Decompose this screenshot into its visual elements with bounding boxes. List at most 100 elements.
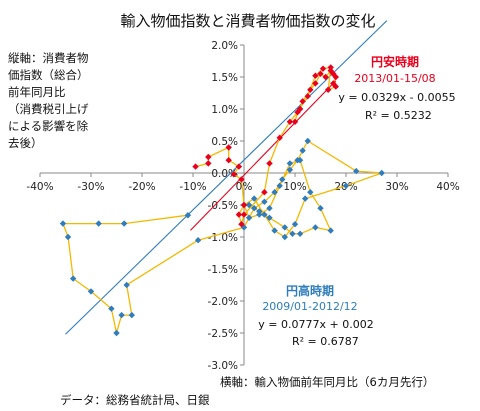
- data-point: [266, 214, 273, 221]
- data-point: [304, 137, 311, 145]
- data-point: [296, 230, 304, 237]
- data-point: [120, 220, 128, 227]
- y-label-line-1: 縦軸：消費者物: [8, 51, 89, 65]
- data-point: [281, 233, 288, 241]
- data-point: [312, 80, 319, 87]
- blue-annotation: 円高時期 2009/01-2012/12 y = 0.0777x + 0.002…: [258, 283, 373, 348]
- data-point: [261, 198, 268, 205]
- trendlines: [65, 20, 388, 335]
- data-point: [87, 288, 95, 295]
- data-point: [123, 281, 130, 289]
- data-point: [256, 208, 263, 215]
- data-point: [194, 237, 202, 244]
- red-r2: R² = 0.5232: [365, 109, 432, 122]
- data-point: [251, 205, 258, 212]
- data-point: [261, 211, 268, 218]
- data-point: [238, 221, 245, 228]
- trendline-blue: [65, 20, 388, 335]
- data-point: [378, 169, 385, 177]
- blue-series-period: 2009/01-2012/12: [262, 300, 357, 313]
- data-point: [307, 189, 314, 196]
- data-point: [271, 227, 278, 234]
- source-note: データ：総務省統計局、日銀: [60, 393, 210, 407]
- data-point: [113, 329, 120, 337]
- blue-series-name: 円高時期: [286, 283, 334, 298]
- data-points: [59, 64, 385, 337]
- data-point: [332, 73, 339, 81]
- red-series-period: 2013/01-15/08: [354, 72, 435, 85]
- x-tick-label: -30%: [77, 181, 104, 193]
- data-point: [289, 230, 296, 237]
- data-point: [95, 220, 102, 227]
- data-point: [302, 195, 309, 202]
- data-point: [271, 189, 278, 196]
- y-tick-label: 0.5%: [211, 136, 238, 148]
- data-point: [304, 93, 311, 100]
- data-point: [299, 98, 306, 105]
- path-line: [195, 66, 337, 225]
- y-tick-label: 0.0%: [211, 168, 238, 180]
- y-tick-label: -0.5%: [208, 200, 238, 212]
- y-label-line-4: （消費税引上げ: [8, 102, 89, 116]
- data-point: [296, 157, 304, 164]
- blue-r2: R² = 0.6787: [292, 335, 359, 348]
- data-point: [317, 70, 324, 77]
- data-point: [327, 227, 334, 234]
- x-tick-label: -20%: [128, 181, 155, 193]
- data-point: [69, 275, 77, 282]
- y-tick-label: 1.0%: [211, 104, 238, 116]
- data-point: [317, 205, 324, 212]
- y-label-line-6: 去後）: [8, 136, 43, 150]
- y-tick-label: -3.0%: [208, 360, 238, 372]
- data-point: [245, 214, 253, 221]
- data-point: [353, 167, 360, 175]
- y-label-line-3: 前年同月比: [8, 85, 66, 99]
- x-tick-label: -10%: [179, 181, 206, 193]
- data-point: [294, 109, 301, 116]
- data-point: [64, 233, 72, 241]
- data-point: [286, 118, 294, 125]
- data-point: [332, 83, 339, 90]
- data-point: [312, 224, 319, 231]
- data-point: [266, 160, 273, 167]
- x-tick-label: 10%: [283, 181, 306, 193]
- data-point: [235, 163, 243, 170]
- data-point: [230, 171, 237, 178]
- chart-title: 輸入物価指数と消費者物価指数の変化: [120, 12, 375, 30]
- data-point: [240, 211, 248, 218]
- data-point: [184, 212, 192, 219]
- y-tick-label: -2.0%: [208, 296, 238, 308]
- y-tick-label: -1.5%: [208, 264, 238, 276]
- y-axis-label: 縦軸：消費者物 価指数（総合） 前年同月比 （消費税引上げ による影響を除 去後…: [8, 51, 89, 150]
- data-point: [118, 311, 125, 319]
- red-equation: y = 0.0329x - 0.0055: [338, 91, 455, 104]
- data-point: [291, 118, 299, 125]
- y-tick-label: 1.5%: [211, 72, 238, 84]
- x-axis-label: 横軸：輸入物価前年同月比（6カ月先行）: [220, 375, 434, 389]
- data-point: [299, 147, 306, 154]
- data-point: [324, 86, 332, 93]
- x-tick-label: -40%: [26, 181, 53, 193]
- y-tick-label: 2.0%: [211, 40, 238, 52]
- data-point: [238, 176, 245, 183]
- red-annotation: 円安時期 2013/01-15/08 y = 0.0329x - 0.0055 …: [338, 54, 455, 122]
- data-point: [286, 166, 294, 173]
- data-point: [225, 157, 232, 164]
- red-series-name: 円安時期: [371, 54, 419, 69]
- data-point: [245, 201, 253, 209]
- data-point: [279, 176, 286, 183]
- blue-equation: y = 0.0777x + 0.002: [258, 318, 373, 331]
- data-point: [266, 205, 273, 212]
- data-point: [225, 144, 232, 151]
- connecting-paths: [62, 66, 383, 334]
- data-point: [319, 65, 327, 72]
- data-point: [235, 211, 243, 218]
- data-point: [276, 182, 283, 189]
- y-tick-label: -2.5%: [208, 328, 238, 340]
- data-point: [291, 221, 299, 228]
- data-point: [312, 72, 319, 79]
- y-label-line-5: による影響を除: [8, 119, 89, 133]
- data-point: [342, 182, 350, 189]
- data-point: [322, 73, 329, 81]
